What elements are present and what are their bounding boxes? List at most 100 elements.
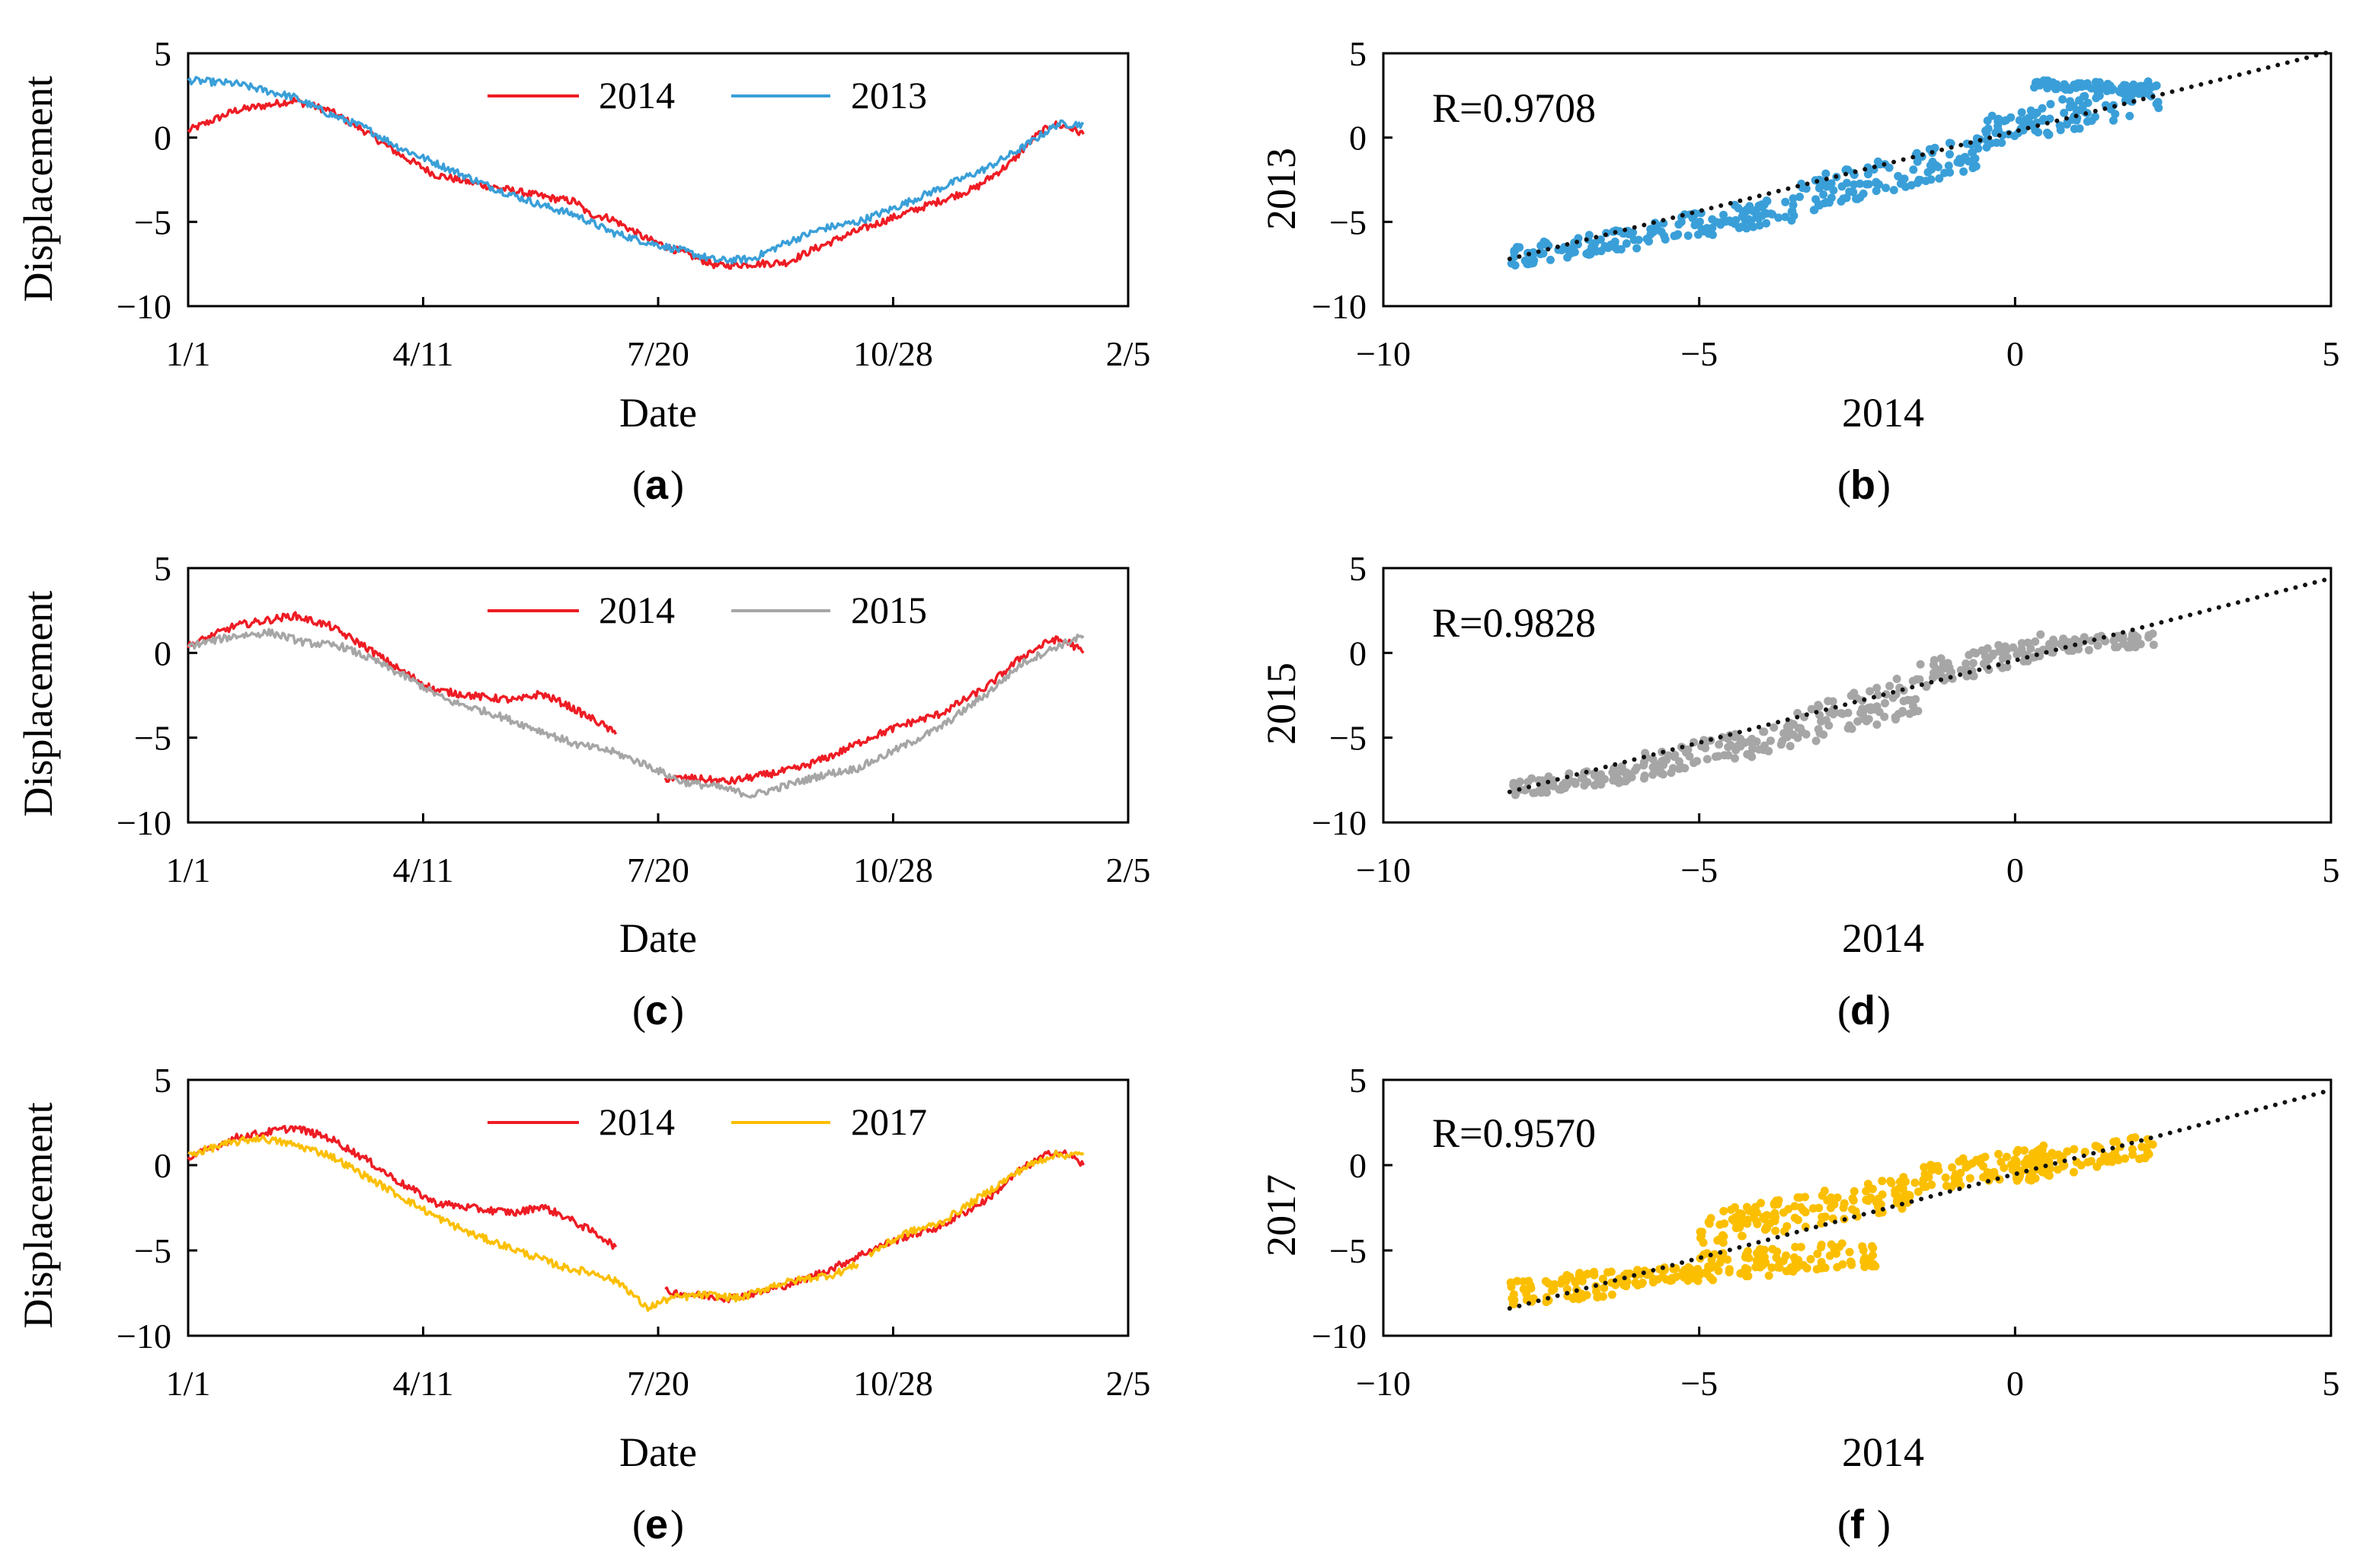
scatter-point-d [1731,754,1739,763]
scatter-point-f [1878,1177,1887,1186]
panel-b-r-value: R=0.9708 [1432,85,1596,131]
scatter-point-d [1814,725,1823,734]
scatter-point-b [1856,179,1865,188]
scatter-point-f [1757,1260,1767,1269]
scatter-point-b [1974,144,1983,153]
scatter-point-b [1683,232,1693,240]
scatter-point-b [1789,200,1798,209]
scatter-point-f [1622,1282,1631,1291]
x-tick-label-a: 7/20 [627,334,689,373]
scatter-point-b [1795,193,1804,201]
scatter-points-b [1507,76,2163,270]
scatter-point-b [2075,79,2084,88]
y-tick-label-d: −10 [1312,803,1367,842]
scatter-point-b [1731,216,1741,225]
panel-f: 2017 2014 R=0.9570 ( f ) [1258,1110,1924,1547]
scatter-point-d [1651,766,1660,775]
x-tick-label-d: −10 [1356,851,1411,889]
scatter-point-f [1806,1255,1815,1263]
y-tick-label-d: 5 [1349,549,1367,588]
scatter-point-f [1835,1242,1844,1251]
scatter-point-f [1920,1163,1929,1172]
scatter-point-b [1926,175,1936,184]
scatter-point-f [1817,1219,1826,1228]
scatter-point-d [1898,707,1907,716]
scatter-point-f [1862,1196,1871,1205]
scatter-point-f [2086,1157,2096,1166]
scatter-point-f [1696,1268,1704,1277]
scatter-point-f [1798,1206,1808,1215]
x-tick-label-c: 2/5 [1106,851,1151,889]
scatter-point-b [1716,220,1725,229]
y-tick-label-e: −5 [134,1231,171,1270]
scatter-point-f [2141,1143,2150,1152]
scatter-point-d [2050,639,2059,648]
panel-e: Displacement Date ( e ) 2014 2017 [15,1100,927,1547]
scatter-point-f [1556,1279,1565,1288]
scatter-point-b [1744,215,1753,224]
scatter-point-b [1539,249,1548,258]
x-tick-label-f: 0 [2006,1364,2024,1403]
scatter-point-f [1782,1251,1791,1260]
scatter-point-f [2128,1145,2137,1154]
scatter-point-b [1597,247,1606,256]
scatter-point-d [1515,778,1524,786]
scatter-point-b [1928,158,1937,166]
scatter-point-d [2084,646,2093,655]
panel-a-caption-letter: a [645,462,669,508]
panel-c-caption-close: ) [670,988,684,1033]
scatter-point-d [1639,761,1648,770]
scatter-point-d [1597,770,1606,779]
scatter-point-b [1787,216,1796,225]
y-tick-label-f: 5 [1349,1061,1367,1100]
scatter-point-b [1946,139,1955,148]
scatter-point-d [1905,709,1914,718]
panel-f-r-value: R=0.9570 [1432,1110,1596,1156]
scatter-point-f [1845,1247,1854,1257]
scatter-point-b [1894,171,1903,180]
scatter-point-b [1610,237,1619,246]
panel-b-caption-letter: b [1850,462,1875,508]
scatter-point-f [1869,1250,1877,1260]
scatter-point-b [2080,91,2089,101]
scatter-point-f [1600,1283,1609,1292]
y-tick-label-f: −10 [1312,1317,1367,1356]
scatter-point-d [1981,652,1990,661]
scatter-point-d [1509,778,1518,787]
scatter-point-f [1914,1187,1923,1196]
scatter-point-b [1909,165,1918,174]
scatter-point-d [1760,727,1769,736]
panel-d-xlabel: 2014 [1842,915,1924,961]
scatter-point-f [1513,1276,1522,1285]
scatter-point-b [1530,256,1539,265]
scatter-point-f [1599,1292,1607,1301]
scatter-point-b [2035,81,2045,90]
panel-f-caption-close: ) [1877,1502,1891,1547]
scatter-point-b [1563,253,1572,262]
scatter-point-d [1736,742,1745,751]
scatter-point-b [1896,179,1905,188]
scatter-point-d [1811,736,1821,746]
scatter-point-f [1790,1202,1799,1211]
scatter-point-d [1843,723,1853,733]
scatter-point-b [1994,122,2003,131]
scatter-point-f [2121,1154,2130,1163]
scatter-point-b [1787,207,1796,216]
scatter-point-b [1987,139,1996,148]
scatter-point-f [1838,1260,1847,1269]
scatter-point-f [1773,1247,1782,1257]
scatter-point-d [1560,784,1569,793]
scatter-point-b [2090,112,2099,121]
scatter-point-f [1509,1300,1518,1308]
scatter-point-d [2125,643,2134,652]
scatter-point-b [2125,111,2134,120]
scatter-point-f [1590,1270,1599,1279]
scatter-point-d [1994,640,2003,650]
scatter-point-f [1899,1193,1908,1202]
scatter-point-f [1579,1271,1588,1280]
scatter-point-d [1715,740,1724,749]
scatter-point-f [1562,1285,1571,1294]
scatter-point-f [1519,1285,1528,1294]
scatter-point-f [2045,1157,2054,1166]
